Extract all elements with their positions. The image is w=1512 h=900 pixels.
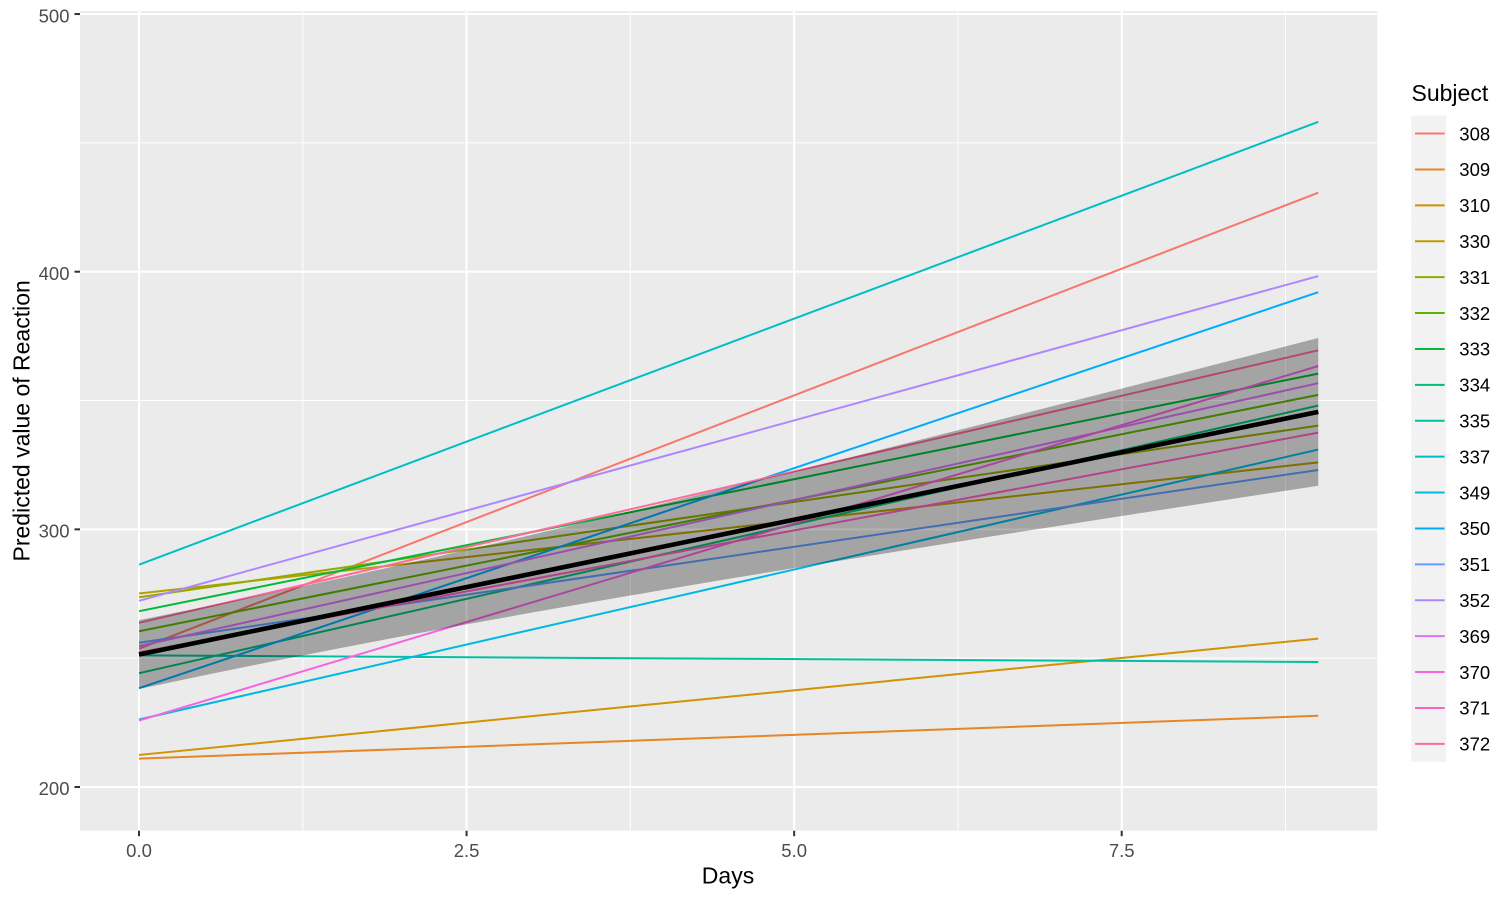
svg-text:335: 335 (1459, 411, 1490, 432)
svg-text:369: 369 (1459, 626, 1490, 647)
svg-text:331: 331 (1459, 267, 1490, 288)
svg-text:Days: Days (702, 863, 754, 889)
svg-text:300: 300 (39, 521, 70, 542)
svg-text:351: 351 (1459, 554, 1490, 575)
svg-text:308: 308 (1459, 123, 1490, 144)
svg-text:310: 310 (1459, 195, 1490, 216)
svg-text:400: 400 (39, 263, 70, 284)
svg-text:350: 350 (1459, 518, 1490, 539)
svg-text:200: 200 (39, 778, 70, 799)
svg-text:330: 330 (1459, 231, 1490, 252)
svg-text:Predicted value of Reaction: Predicted value of Reaction (8, 280, 34, 561)
svg-text:371: 371 (1459, 698, 1490, 719)
svg-text:334: 334 (1459, 375, 1490, 396)
svg-text:332: 332 (1459, 303, 1490, 324)
svg-text:333: 333 (1459, 339, 1490, 360)
svg-text:5.0: 5.0 (781, 840, 807, 861)
svg-text:372: 372 (1459, 734, 1490, 755)
svg-text:309: 309 (1459, 159, 1490, 180)
svg-text:352: 352 (1459, 590, 1490, 611)
svg-text:0.0: 0.0 (126, 840, 152, 861)
svg-text:500: 500 (39, 5, 70, 26)
svg-text:Subject: Subject (1412, 80, 1489, 106)
svg-text:7.5: 7.5 (1109, 840, 1135, 861)
svg-text:2.5: 2.5 (454, 840, 480, 861)
svg-text:370: 370 (1459, 662, 1490, 683)
svg-text:337: 337 (1459, 446, 1490, 467)
svg-text:349: 349 (1459, 482, 1490, 503)
